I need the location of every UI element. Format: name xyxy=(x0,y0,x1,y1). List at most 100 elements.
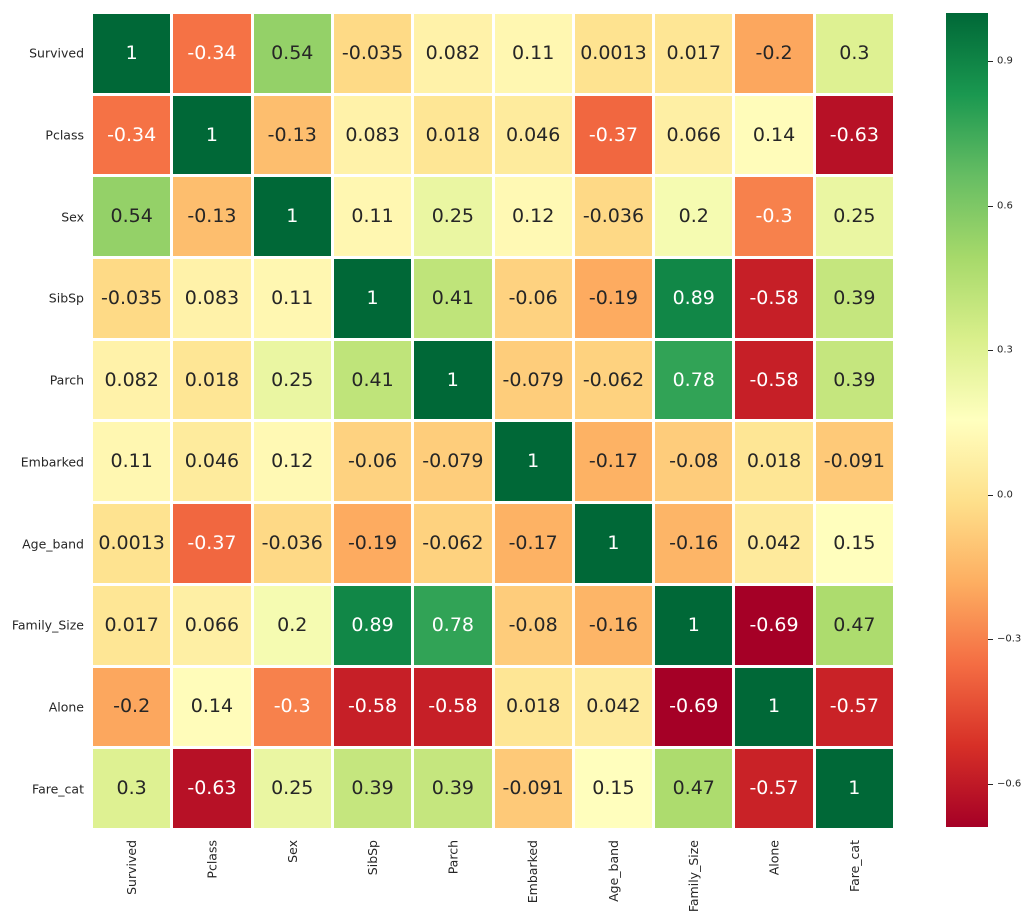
heatmap-cell-Age_band-Age_band: 1 xyxy=(574,504,653,583)
heatmap-cell-Parch-Alone: -0.58 xyxy=(735,340,813,420)
heatmap-cell-SibSp-Sex: 0.11 xyxy=(253,259,331,338)
heatmap-cell-Age_band-SibSp: -0.19 xyxy=(333,504,412,583)
y-tick-label-Sex: Sex xyxy=(61,209,84,225)
x-tick-label-SibSp: SibSp xyxy=(365,840,381,876)
heatmap-cell-Sex-Fare_cat: 0.25 xyxy=(815,177,893,257)
heatmap-cell-Parch-Sex: 0.25 xyxy=(253,340,331,420)
heatmap-cell-Alone-Alone: 1 xyxy=(735,667,813,747)
heatmap-cell-Family_Size-Embarked: -0.08 xyxy=(494,585,572,665)
heatmap-cell-Parch-Family_Size: 0.78 xyxy=(655,340,733,420)
y-tick-label-Alone: Alone xyxy=(48,699,84,715)
heatmap-cell-SibSp-Parch: 0.41 xyxy=(414,259,492,338)
x-tick-label-Family_Size: Family_Size xyxy=(686,840,702,913)
heatmap-cell-Embarked-Alone: 0.018 xyxy=(735,422,813,502)
x-tick-label-Pclass: Pclass xyxy=(204,840,220,879)
x-tick-label-Age_band: Age_band xyxy=(605,840,621,902)
colorbar-tick-label-−0.6: −0.6 xyxy=(997,778,1022,790)
heatmap-cell-Age_band-Family_Size: -0.16 xyxy=(655,504,733,583)
colorbar-tick-mark xyxy=(988,205,993,207)
heatmap-cell-Sex-Parch: 0.25 xyxy=(414,177,492,257)
heatmap-cell-SibSp-Alone: -0.58 xyxy=(735,259,813,338)
heatmap-cell-Fare_cat-Alone: -0.57 xyxy=(735,749,813,828)
heatmap-cell-Fare_cat-Survived: 0.3 xyxy=(93,749,171,828)
heatmap-cell-Pclass-Age_band: -0.37 xyxy=(574,95,653,175)
y-tick-label-Parch: Parch xyxy=(49,372,84,388)
colorbar-tick-mark xyxy=(988,350,993,352)
heatmap-cell-Age_band-Fare_cat: 0.15 xyxy=(815,504,893,583)
heatmap-cell-Family_Size-Family_Size: 1 xyxy=(655,585,733,665)
heatmap-cell-Parch-Fare_cat: 0.39 xyxy=(815,340,893,420)
y-tick-label-Family_Size: Family_Size xyxy=(11,617,84,633)
colorbar xyxy=(946,13,988,827)
heatmap-cell-Alone-Family_Size: -0.69 xyxy=(655,667,733,747)
heatmap-cell-Pclass-Pclass: 1 xyxy=(173,95,251,175)
heatmap-cell-Family_Size-SibSp: 0.89 xyxy=(333,585,412,665)
heatmap-cell-Fare_cat-Fare_cat: 1 xyxy=(815,749,893,828)
heatmap-cell-Embarked-Fare_cat: -0.091 xyxy=(815,422,893,502)
heatmap-cell-Fare_cat-Embarked: -0.091 xyxy=(494,749,572,828)
heatmap-cell-Sex-Family_Size: 0.2 xyxy=(655,177,733,257)
heatmap-cell-Pclass-Embarked: 0.046 xyxy=(494,95,572,175)
heatmap-cell-Family_Size-Sex: 0.2 xyxy=(253,585,331,665)
heatmap-cell-Alone-Parch: -0.58 xyxy=(414,667,492,747)
heatmap-cell-Fare_cat-Parch: 0.39 xyxy=(414,749,492,828)
heatmap-cell-Pclass-Survived: -0.34 xyxy=(93,95,171,175)
y-tick-label-Age_band: Age_band xyxy=(22,536,84,552)
heatmap-cell-Fare_cat-Family_Size: 0.47 xyxy=(655,749,733,828)
y-tick-label-SibSp: SibSp xyxy=(48,290,84,306)
heatmap-cell-Age_band-Parch: -0.062 xyxy=(414,504,492,583)
heatmap-cell-Parch-SibSp: 0.41 xyxy=(333,340,412,420)
heatmap-cell-Alone-SibSp: -0.58 xyxy=(333,667,412,747)
colorbar-tick-label-0.6: 0.6 xyxy=(997,200,1013,212)
heatmap-cell-Pclass-Family_Size: 0.066 xyxy=(655,95,733,175)
heatmap-cell-Alone-Pclass: 0.14 xyxy=(173,667,251,747)
heatmap-cell-Sex-Survived: 0.54 xyxy=(93,177,171,257)
heatmap-cell-Fare_cat-Sex: 0.25 xyxy=(253,749,331,828)
heatmap-cell-Age_band-Sex: -0.036 xyxy=(253,504,331,583)
colorbar-tick-mark xyxy=(988,783,993,785)
x-tick-label-Fare_cat: Fare_cat xyxy=(846,840,862,892)
heatmap-grid: 1 -0.34 0.54 -0.035 0.082 0.11 0.0013 0.017 -0.2… xyxy=(93,14,893,828)
heatmap-cell-Sex-Age_band: -0.036 xyxy=(574,177,653,257)
heatmap-cell-Survived-Survived: 1 xyxy=(93,14,171,93)
y-tick-label-Pclass: Pclass xyxy=(45,127,84,143)
heatmap-cell-Sex-Sex: 1 xyxy=(253,177,331,257)
heatmap-cell-SibSp-Family_Size: 0.89 xyxy=(655,259,733,338)
heatmap-cell-Pclass-Alone: 0.14 xyxy=(735,95,813,175)
heatmap-cell-Family_Size-Fare_cat: 0.47 xyxy=(815,585,893,665)
heatmap-cell-Sex-SibSp: 0.11 xyxy=(333,177,412,257)
heatmap-cell-Family_Size-Pclass: 0.066 xyxy=(173,585,251,665)
heatmap-cell-Parch-Survived: 0.082 xyxy=(93,340,171,420)
heatmap-cell-Embarked-Family_Size: -0.08 xyxy=(655,422,733,502)
heatmap-cell-Embarked-Pclass: 0.046 xyxy=(173,422,251,502)
colorbar-tick-label-−0.3: −0.3 xyxy=(997,633,1022,645)
heatmap-cell-Fare_cat-SibSp: 0.39 xyxy=(333,749,412,828)
heatmap-cell-Family_Size-Survived: 0.017 xyxy=(93,585,171,665)
heatmap-cell-Sex-Alone: -0.3 xyxy=(735,177,813,257)
heatmap-cell-SibSp-Survived: -0.035 xyxy=(93,259,171,338)
colorbar-tick-label-0.3: 0.3 xyxy=(997,344,1013,356)
heatmap-cell-Alone-Fare_cat: -0.57 xyxy=(815,667,893,747)
heatmap-cell-Survived-Alone: -0.2 xyxy=(735,14,813,93)
heatmap-cell-Sex-Pclass: -0.13 xyxy=(173,177,251,257)
heatmap-cell-Embarked-SibSp: -0.06 xyxy=(333,422,412,502)
heatmap-cell-Family_Size-Age_band: -0.16 xyxy=(574,585,653,665)
colorbar-tick-mark xyxy=(988,61,993,63)
heatmap-cell-SibSp-Embarked: -0.06 xyxy=(494,259,572,338)
colorbar-tick-label-0.9: 0.9 xyxy=(997,55,1013,67)
heatmap-cell-Pclass-Fare_cat: -0.63 xyxy=(815,95,893,175)
x-tick-label-Parch: Parch xyxy=(445,840,461,875)
x-tick-label-Alone: Alone xyxy=(766,840,782,876)
heatmap-cell-Parch-Age_band: -0.062 xyxy=(574,340,653,420)
heatmap-cell-Survived-Age_band: 0.0013 xyxy=(574,14,653,93)
heatmap-cell-SibSp-SibSp: 1 xyxy=(333,259,412,338)
y-tick-label-Embarked: Embarked xyxy=(20,454,84,470)
x-tick-label-Sex: Sex xyxy=(284,840,300,863)
colorbar-tick-mark xyxy=(988,639,993,641)
heatmap-cell-Age_band-Survived: 0.0013 xyxy=(93,504,171,583)
heatmap-cell-Embarked-Parch: -0.079 xyxy=(414,422,492,502)
heatmap-cell-Fare_cat-Age_band: 0.15 xyxy=(574,749,653,828)
heatmap-cell-SibSp-Fare_cat: 0.39 xyxy=(815,259,893,338)
heatmap-cell-Embarked-Age_band: -0.17 xyxy=(574,422,653,502)
